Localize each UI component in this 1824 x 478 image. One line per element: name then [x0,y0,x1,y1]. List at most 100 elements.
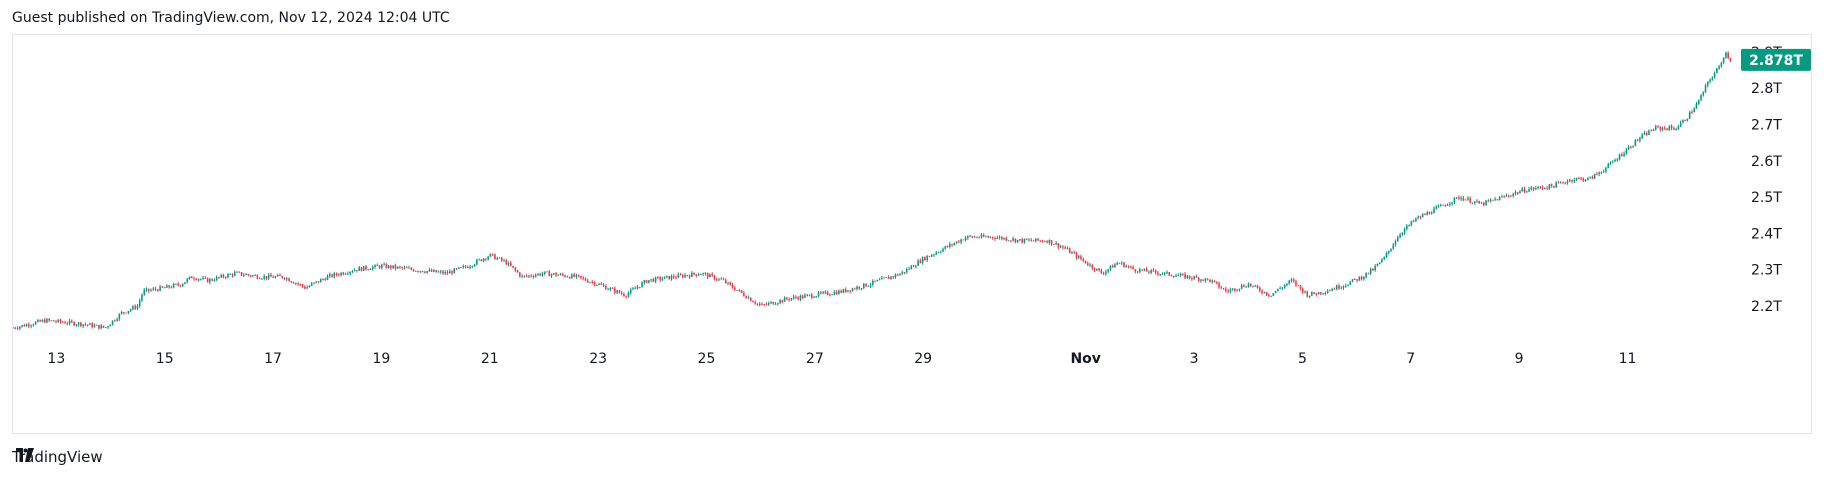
candle-body [896,274,899,276]
candle-body [143,289,146,295]
date-tick-label: 27 [806,351,824,367]
candle-body [779,300,781,304]
candle-body [933,254,935,256]
candle-body [34,321,37,325]
candle-body [890,276,892,279]
candle-body [851,288,854,292]
candle-body [424,272,426,273]
candle-body [1087,263,1089,266]
candle-body [684,275,686,278]
candle-body [1211,280,1214,282]
candle-body [1161,273,1164,275]
candle-body [810,294,813,298]
candle-body [172,284,175,288]
candle-body [552,273,555,275]
candle-body [1136,271,1139,273]
candle-body [215,276,218,281]
candle-body [887,277,890,279]
candle-body [254,275,256,277]
candle-body [1700,95,1702,101]
candle-body [376,264,379,266]
candle-body [661,278,664,280]
candle-body [1675,129,1677,130]
footer-brand[interactable]: TradingView [12,448,103,466]
candle-body [326,275,329,281]
candle-body [926,256,928,261]
candle-body [41,319,44,322]
candle-body [1186,275,1189,279]
candle-body [1401,232,1404,235]
candle-body [580,275,582,278]
candle-body [1306,291,1309,297]
candle-body [1311,292,1313,296]
candle-body [1118,263,1121,264]
candle-body [1037,238,1039,241]
candle-body [745,296,747,299]
date-tick-label: Nov [1070,351,1100,367]
candle-body [761,304,763,305]
candle-body [1354,279,1356,280]
candle-body [132,306,134,310]
candle-body [586,280,589,283]
candle-body [89,323,91,325]
candle-body [138,300,141,307]
candle-body [1659,126,1662,130]
candle-body [109,324,112,327]
candle-body [575,274,578,277]
candle-body [263,276,265,279]
candle-body [1179,273,1182,276]
candle-body [73,321,75,326]
date-tick-label: 29 [914,351,932,367]
candle-body [1390,248,1392,251]
candle-body [381,264,383,268]
candle-body [59,319,62,322]
candle-body [503,260,505,262]
candle-body [93,325,96,328]
candle-body [1279,288,1281,290]
candle-body [159,286,161,291]
candle-body [817,292,820,297]
candle-body [308,285,311,288]
candle-body [1344,285,1347,287]
candle-body [1677,126,1680,130]
candle-body [1394,241,1397,245]
candle-body [702,273,704,275]
candlestick-chart[interactable]: 2.2T2.3T2.4T2.5T2.6T2.7T2.8T2.9T2.878T13… [13,35,1811,433]
candle-body [157,289,159,291]
candle-body [1358,276,1361,281]
candle-body [13,327,14,329]
candle-body [104,327,107,328]
candle-body [582,277,585,279]
candle-body [188,276,191,279]
price-tick-label: 2.5T [1751,190,1782,206]
candle-body [1621,154,1623,156]
candle-body [1679,122,1682,127]
candle-body [967,235,969,238]
candle-body [1225,288,1227,291]
candle-body [1494,199,1496,201]
candle-body [1066,248,1069,250]
date-tick-label: 15 [156,351,174,367]
candle-body [1415,218,1417,222]
candle-body [747,297,750,299]
candle-body [1392,244,1395,249]
candle-body [14,327,17,329]
candle-body [752,300,754,303]
candle-body [1080,256,1082,260]
candle-body [652,279,655,282]
candle-body [1372,269,1374,271]
candle-body [1191,277,1193,279]
candle-body [1449,203,1451,205]
chart-area[interactable]: 2.2T2.3T2.4T2.5T2.6T2.7T2.8T2.9T2.878T13… [12,34,1812,434]
candle-body [987,236,990,238]
candle-body [356,270,358,271]
candle-body [566,276,569,278]
candle-body [1403,229,1406,233]
candle-body [1713,73,1716,78]
candle-body [1439,204,1442,207]
candle-body [1537,186,1539,189]
candle-body [991,236,994,238]
candle-body [1286,283,1288,286]
candle-body [1636,139,1639,141]
candle-body [1288,280,1290,284]
